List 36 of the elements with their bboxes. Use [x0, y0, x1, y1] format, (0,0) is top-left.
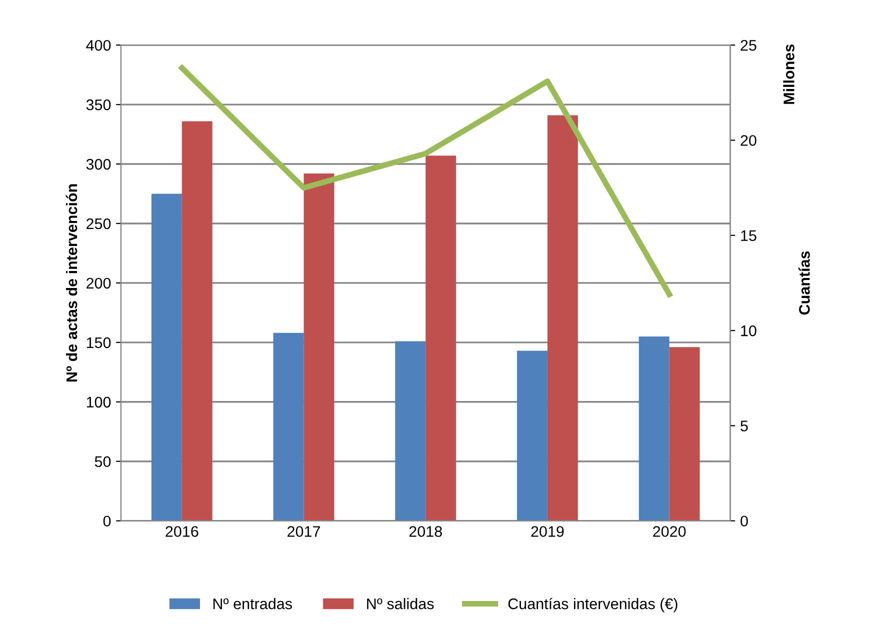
y2-tick-label: 15: [741, 230, 756, 242]
y-tick-label: 350: [86, 99, 111, 110]
bar: [638, 336, 670, 521]
bar: [151, 194, 182, 521]
bar: [516, 350, 548, 521]
y-tick-label: 100: [86, 396, 111, 408]
y-axis-title: Nº de actas de intervención: [66, 184, 78, 382]
y2-tick-label: 0: [740, 516, 748, 527]
x-tick-label: 2018: [409, 526, 442, 537]
x-tick-label: 2020: [653, 526, 686, 537]
bar: [426, 156, 456, 521]
bar: [273, 332, 304, 521]
y2-tick-label: 5: [740, 420, 748, 432]
y-tick-label: 0: [103, 516, 111, 527]
x-tick-label: 2017: [288, 526, 320, 537]
legend-label: Nº entradas: [213, 598, 292, 610]
x-tick-label: 2016: [166, 526, 198, 537]
y2-axis-title: Cuantías: [798, 251, 810, 315]
bar: [669, 347, 700, 521]
text: Millones: [783, 44, 794, 104]
y-tick-label: 200: [86, 278, 111, 289]
bar: [395, 341, 426, 521]
y2-tick-label: 10: [741, 325, 756, 336]
y-tick-label: 150: [86, 337, 111, 348]
y2-tick-label: 25: [740, 40, 756, 51]
legend-label: Cuantías intervenidas (€): [508, 598, 678, 612]
y-tick-label: 300: [86, 158, 111, 170]
y-tick-label: 250: [86, 218, 111, 230]
bar: [547, 115, 578, 521]
legend-label: Nº salidas: [367, 598, 434, 610]
bar: [182, 121, 212, 521]
bar: [304, 174, 334, 521]
x-tick-label: 2019: [531, 526, 564, 537]
y2-tick-label: 20: [740, 135, 756, 146]
y-tick-label: 400: [86, 40, 111, 51]
y-tick-label: 50: [94, 456, 111, 468]
